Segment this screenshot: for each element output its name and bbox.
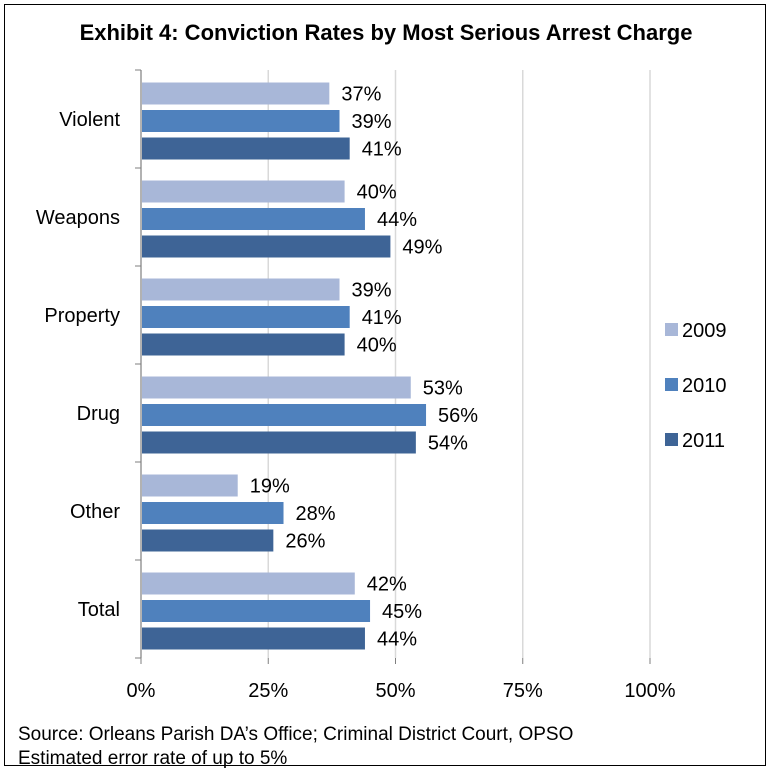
category-label: Property: [44, 305, 120, 327]
error-note: Estimated error rate of up to 5%: [18, 748, 287, 769]
data-label: 56%: [438, 405, 478, 427]
bar: [142, 180, 345, 203]
category-label: Weapons: [36, 207, 120, 229]
data-labels: 37% 39% 41% 40% 44% 49% 39% 41% 40% 53% 56% 54% 19% 2…: [250, 84, 479, 651]
legend-label: 2011: [682, 430, 725, 452]
bar: [142, 572, 355, 595]
bar: [142, 235, 391, 258]
chart-title: Exhibit 4: Conviction Rates by Most Seri…: [80, 20, 693, 45]
source-note: Source: Orleans Parish DA’s Office; Crim…: [18, 724, 573, 745]
bar: [142, 502, 284, 524]
data-label: 40%: [357, 335, 397, 357]
x-tick-label: 50%: [375, 680, 415, 702]
x-tick-label: 100%: [624, 680, 675, 702]
bar: [142, 529, 274, 552]
data-label: 26%: [285, 531, 325, 553]
data-label: 39%: [352, 280, 392, 302]
data-label: 54%: [428, 433, 468, 455]
data-label: 41%: [362, 139, 402, 161]
bar: [142, 82, 330, 105]
data-label: 40%: [357, 182, 397, 204]
data-label: 45%: [382, 601, 422, 623]
data-label: 49%: [402, 237, 442, 259]
bar: [142, 376, 411, 399]
legend-label: 2010: [682, 375, 727, 397]
gridlines: [267, 70, 651, 658]
x-tick-label: 75%: [503, 680, 543, 702]
bar: [142, 627, 365, 650]
bar: [142, 600, 371, 622]
category-label: Drug: [77, 403, 120, 425]
data-label: 19%: [250, 476, 290, 498]
x-tick-label: 25%: [248, 680, 288, 702]
bars: [142, 82, 427, 650]
bar: [142, 278, 340, 301]
bar: [142, 306, 350, 328]
data-label: 39%: [352, 111, 392, 133]
data-label: 41%: [362, 307, 402, 329]
category-label: Violent: [59, 109, 120, 131]
data-label: 28%: [296, 503, 336, 525]
legend: 2009 2010 2011: [665, 320, 727, 452]
data-label: 44%: [377, 209, 417, 231]
bar: [142, 137, 350, 160]
bar: [142, 431, 416, 454]
data-label: 44%: [377, 629, 417, 651]
legend-swatch: [665, 323, 678, 336]
bar: [142, 474, 238, 497]
bar: [142, 208, 365, 230]
category-label: Other: [70, 501, 120, 523]
data-label: 53%: [423, 378, 463, 400]
x-tick-label: 0%: [127, 680, 156, 702]
bar: [142, 333, 345, 356]
data-label: 37%: [341, 84, 381, 106]
data-label: 42%: [367, 574, 407, 596]
legend-swatch: [665, 378, 678, 391]
category-label: Total: [78, 599, 120, 621]
legend-label: 2009: [682, 320, 727, 342]
legend-swatch: [665, 433, 678, 446]
axes: 0% 25% 50% 75% 100% Violent Weapons Property Dru…: [36, 69, 676, 702]
bar: [142, 110, 340, 132]
bar: [142, 404, 427, 426]
